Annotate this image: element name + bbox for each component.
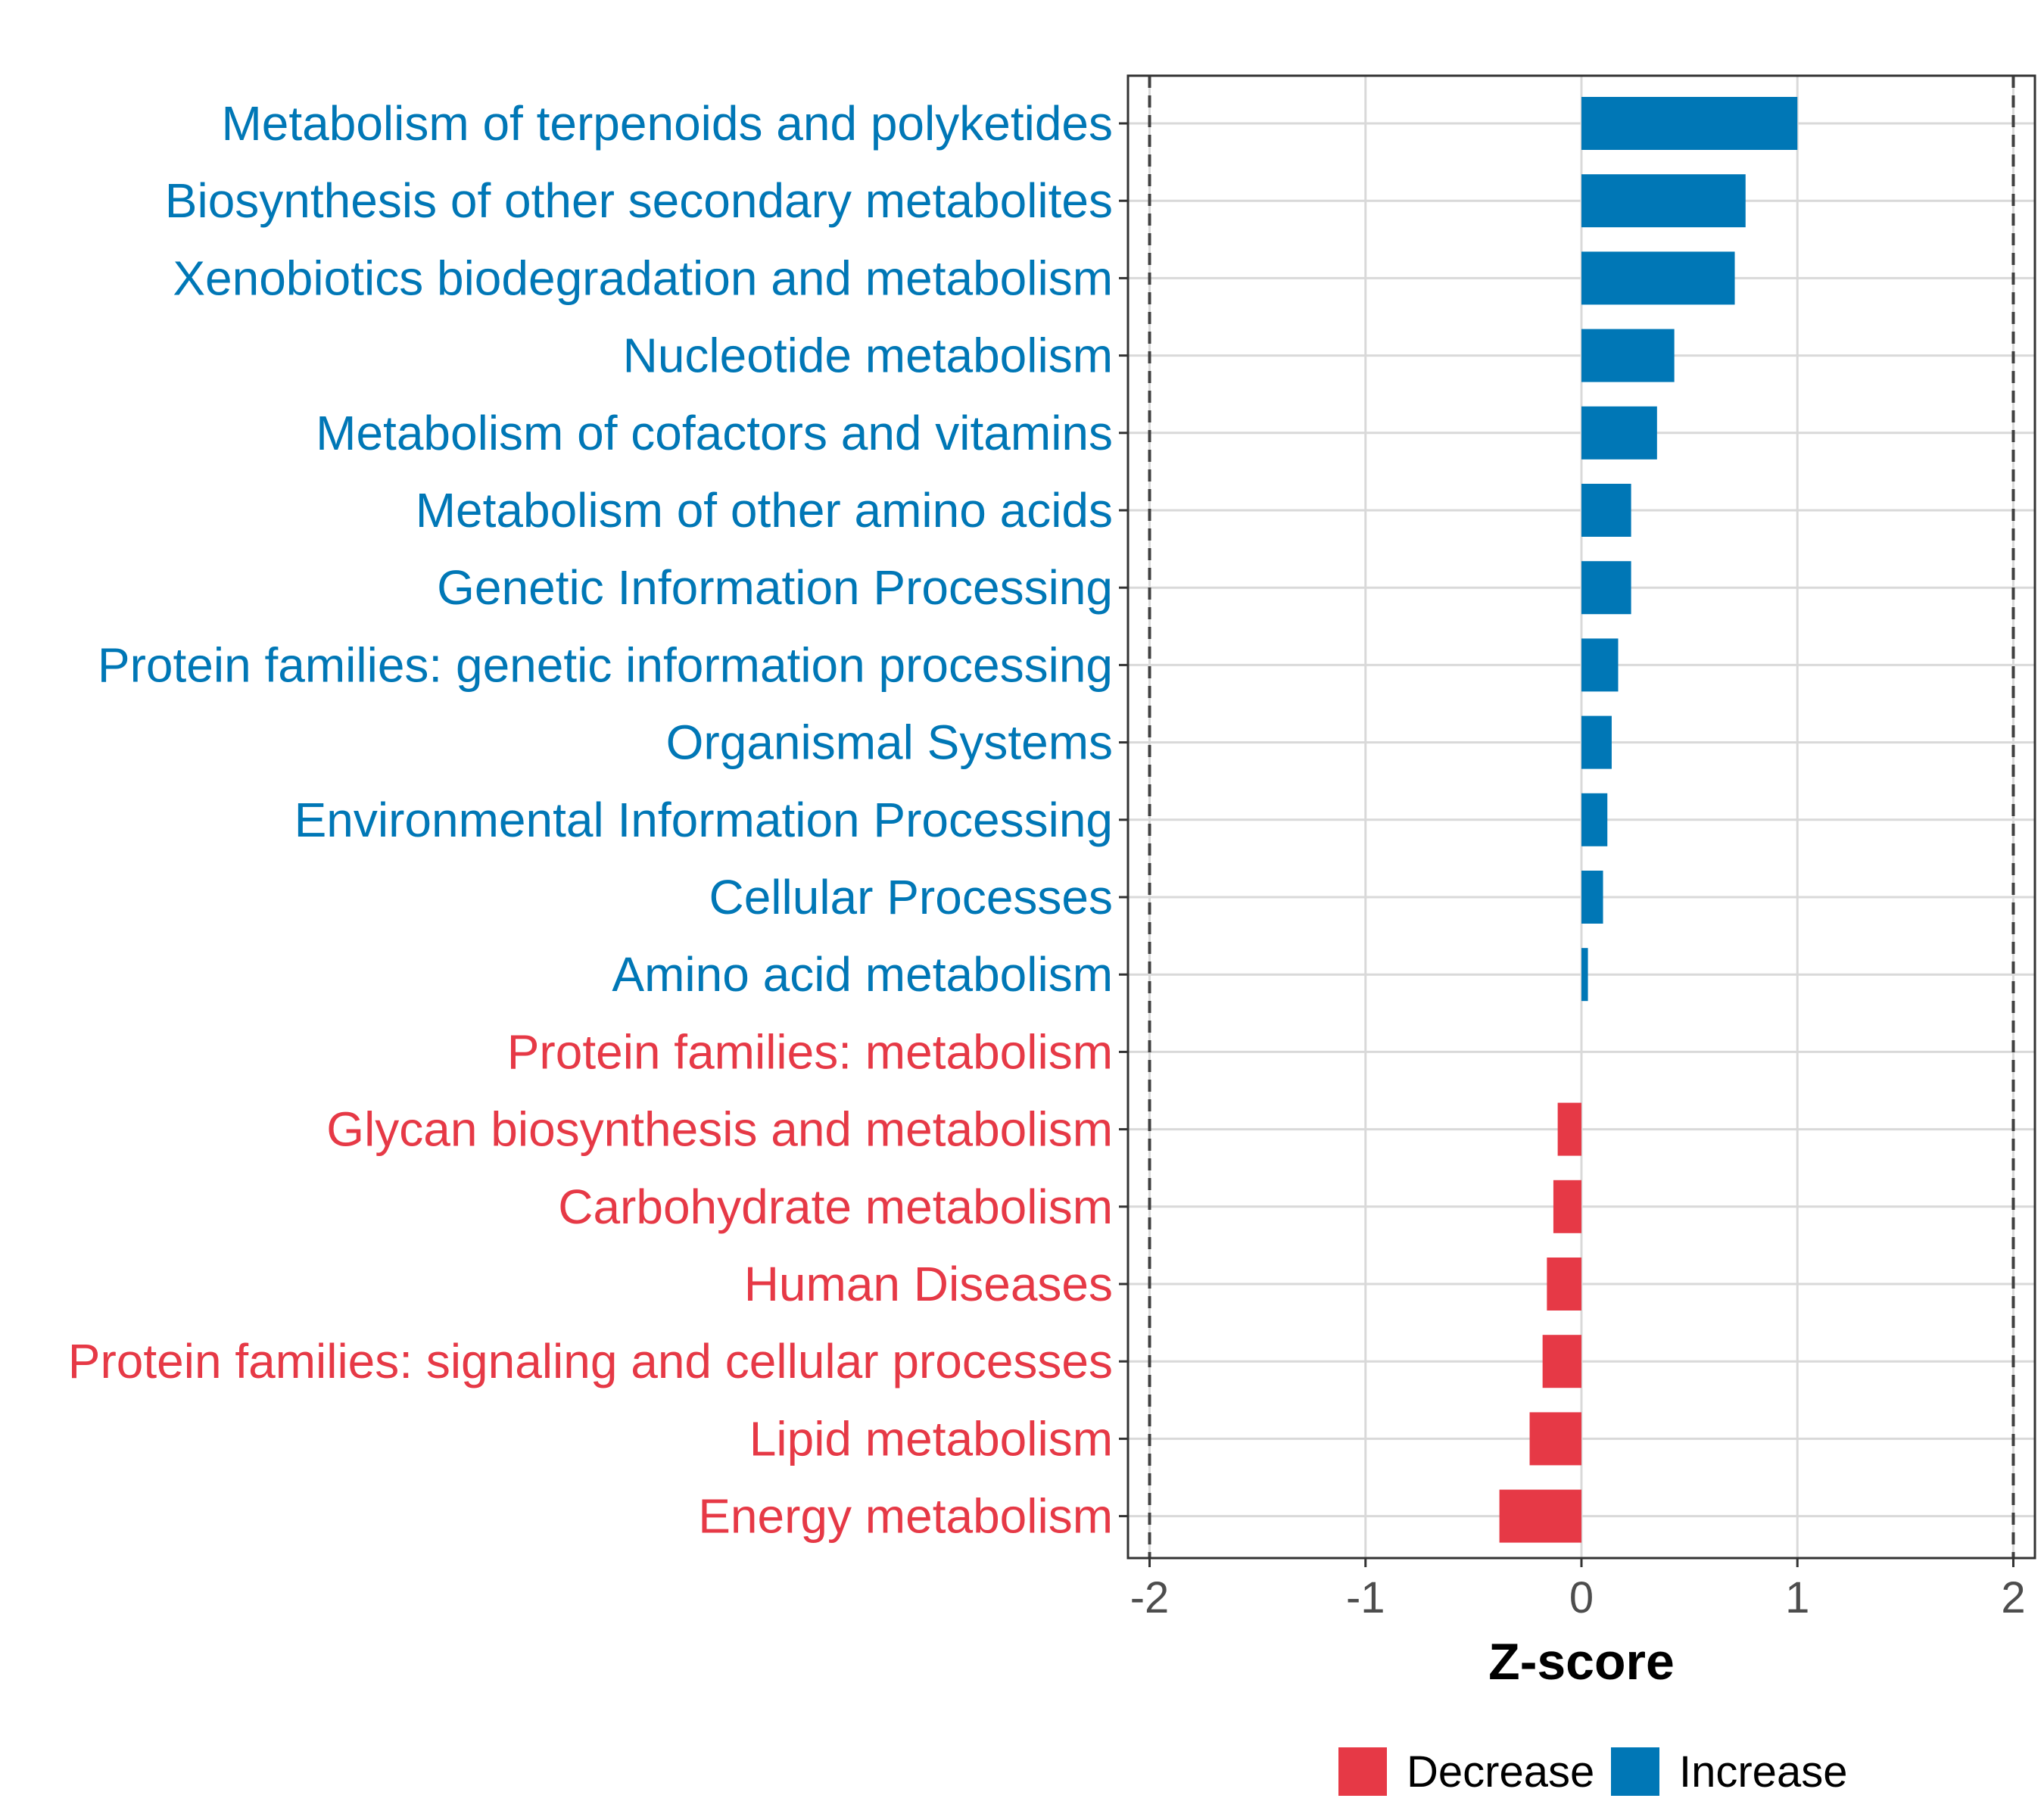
bar <box>1542 1335 1581 1388</box>
x-axis-title: Z-score <box>1488 1633 1675 1691</box>
bar <box>1581 484 1631 537</box>
bar <box>1581 329 1675 382</box>
bar <box>1581 638 1619 692</box>
category-label: Protein families: genetic information pr… <box>98 637 1113 692</box>
reference-lines <box>1148 76 2015 1558</box>
x-tick-label: 2 <box>2001 1573 2025 1622</box>
legend-label: Decrease <box>1407 1747 1594 1797</box>
bar <box>1499 1489 1581 1543</box>
category-label: Metabolism of other amino acids <box>416 483 1113 538</box>
bar <box>1581 97 1798 150</box>
category-label: Genetic Information Processing <box>437 560 1113 615</box>
bar <box>1547 1258 1581 1311</box>
category-label: Organismal Systems <box>666 715 1113 770</box>
x-tick-label: -1 <box>1346 1573 1385 1622</box>
bar <box>1581 174 1746 228</box>
category-label: Nucleotide metabolism <box>623 329 1113 383</box>
category-label: Lipid metabolism <box>749 1411 1113 1466</box>
x-axis-ticks: -2 -1 0 1 2 <box>1130 1558 2026 1622</box>
legend-label: Increase <box>1679 1747 1847 1797</box>
category-labels: Metabolism of terpenoids and polyketides… <box>68 96 1113 1544</box>
y-axis-ticks <box>1119 122 1128 1518</box>
category-label: Protein families: metabolism <box>507 1024 1113 1079</box>
bar <box>1581 793 1608 846</box>
category-label: Glycan biosynthesis and metabolism <box>326 1102 1113 1157</box>
legend-swatch <box>1338 1747 1387 1796</box>
x-tick-label: 1 <box>1785 1573 1809 1622</box>
x-tick-label: 0 <box>1569 1573 1594 1622</box>
bar <box>1529 1412 1581 1466</box>
bar <box>1581 715 1612 769</box>
category-label: Human Diseases <box>744 1257 1113 1311</box>
category-label: Xenobiotics biodegradation and metabolis… <box>173 251 1113 305</box>
category-label: Amino acid metabolism <box>612 947 1113 1002</box>
x-tick-label: -2 <box>1130 1573 1170 1622</box>
bar <box>1581 406 1657 460</box>
legend-swatch <box>1611 1747 1659 1796</box>
category-label: Environmental Information Processing <box>294 793 1113 847</box>
bars <box>1499 97 1798 1543</box>
category-label: Cellular Processes <box>709 870 1113 924</box>
legend: Decrease Increase <box>1338 1747 1847 1797</box>
category-label: Biosynthesis of other secondary metaboli… <box>165 173 1113 228</box>
bar <box>1557 1102 1581 1156</box>
category-label: Carbohydrate metabolism <box>558 1180 1113 1234</box>
bar <box>1581 251 1735 305</box>
category-label: Metabolism of cofactors and vitamins <box>316 406 1113 460</box>
category-label: Protein families: signaling and cellular… <box>68 1334 1113 1388</box>
bar <box>1581 871 1603 924</box>
bar <box>1581 948 1588 1002</box>
bar <box>1581 561 1631 615</box>
category-label: Energy metabolism <box>698 1489 1113 1544</box>
bar <box>1553 1180 1581 1233</box>
category-label: Metabolism of terpenoids and polyketides <box>221 96 1113 151</box>
